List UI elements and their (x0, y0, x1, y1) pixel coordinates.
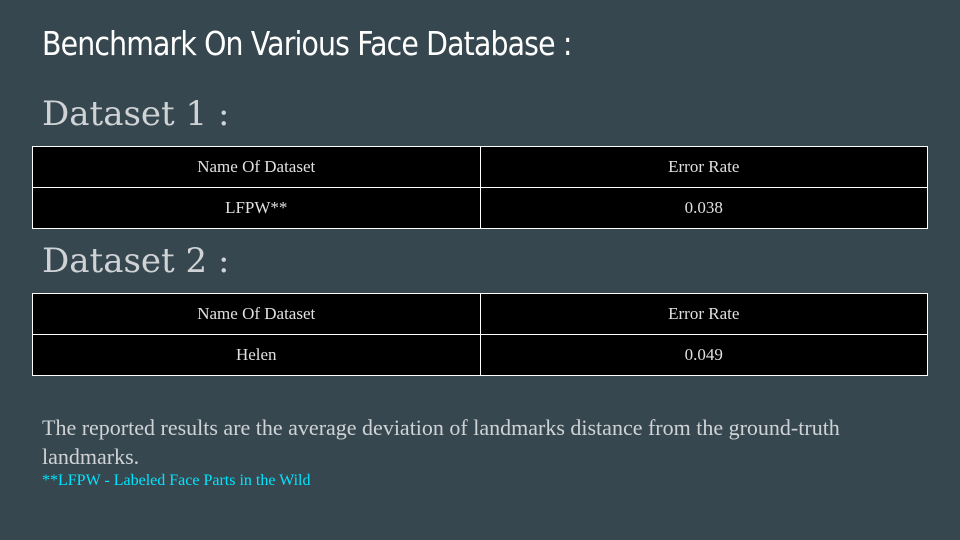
error-rate-cell: 0.049 (479, 334, 928, 376)
dataset-name-cell: LFPW** (32, 187, 481, 229)
error-rate-cell: 0.038 (479, 187, 928, 229)
column-header-error-rate: Error Rate (479, 293, 928, 335)
column-header-error-rate: Error Rate (479, 146, 928, 188)
column-header-name: Name Of Dataset (32, 293, 481, 335)
dataset-2-table: Name Of Dataset Error Rate Helen 0.049 (32, 293, 928, 376)
table-row: LFPW** 0.038 (32, 187, 928, 229)
lfpw-footnote: **LFPW - Labeled Face Parts in the Wild (42, 472, 311, 489)
table-header-row: Name Of Dataset Error Rate (32, 146, 928, 188)
results-note: The reported results are the average dev… (42, 415, 840, 469)
dataset-1-table: Name Of Dataset Error Rate LFPW** 0.038 (32, 146, 928, 229)
column-header-name: Name Of Dataset (32, 146, 481, 188)
table-row: Helen 0.049 (32, 334, 928, 376)
table-header-row: Name Of Dataset Error Rate (32, 293, 928, 335)
dataset-1-heading: Dataset 1 : (42, 94, 230, 134)
dataset-name-cell: Helen (32, 334, 481, 376)
dataset-2-heading: Dataset 2 : (42, 241, 230, 281)
slide-title: Benchmark On Various Face Database : (42, 24, 572, 63)
